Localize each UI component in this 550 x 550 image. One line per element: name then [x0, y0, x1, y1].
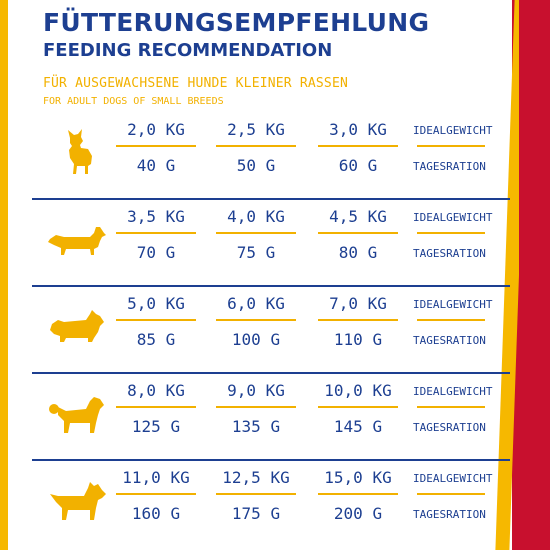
ration-value: 110 G: [333, 330, 383, 349]
title-english: FEEDING RECOMMENDATION: [43, 40, 333, 61]
poodle-icon: [49, 397, 104, 433]
cell-underline: [116, 406, 196, 408]
ideal-weight-label: IDEALGEWICHT: [413, 124, 493, 137]
ration-value: 60 G: [338, 156, 378, 175]
feeding-panel: [8, 0, 512, 550]
subtitle-english: FOR ADULT DOGS OF SMALL BREEDS: [43, 96, 224, 107]
feeding-row: 2,0 KG 40 G 2,5 KG 50 G 3,0 KG 60 G IDEA…: [20, 114, 510, 200]
ration-value: 80 G: [338, 243, 378, 262]
ideal-weight-label: IDEALGEWICHT: [413, 472, 493, 485]
cell-underline: [318, 493, 398, 495]
row-divider: [32, 372, 510, 374]
ideal-weight-label: IDEALGEWICHT: [413, 385, 493, 398]
cell-underline: [116, 145, 196, 147]
weight-value: 7,0 KG: [329, 294, 387, 313]
feeding-row: 11,0 KG 160 G 12,5 KG 175 G 15,0 KG 200 …: [20, 462, 510, 548]
cell-underline: [318, 319, 398, 321]
cell-underline: [216, 145, 296, 147]
daily-ration-label: TAGESRATION: [413, 160, 486, 173]
cell-underline: [216, 232, 296, 234]
label-underline: [417, 145, 485, 147]
daily-ration-label: TAGESRATION: [413, 421, 486, 434]
cell-underline: [318, 145, 398, 147]
ration-value: 85 G: [136, 330, 176, 349]
ration-value: 160 G: [131, 504, 181, 523]
weight-value: 4,5 KG: [329, 207, 387, 226]
weight-value: 4,0 KG: [227, 207, 285, 226]
ideal-weight-label: IDEALGEWICHT: [413, 298, 493, 311]
cell-underline: [318, 232, 398, 234]
label-underline: [417, 406, 485, 408]
subtitle-german: FÜR AUSGEWACHSENE HUNDE KLEINER RASSEN: [43, 76, 349, 91]
weight-value: 2,5 KG: [227, 120, 285, 139]
daily-ration-label: TAGESRATION: [413, 247, 486, 260]
weight-value: 2,0 KG: [127, 120, 185, 139]
ration-value: 200 G: [333, 504, 383, 523]
ration-value: 100 G: [231, 330, 281, 349]
weight-value: 3,5 KG: [127, 207, 185, 226]
feeding-row: 3,5 KG 70 G 4,0 KG 75 G 4,5 KG 80 G IDEA…: [20, 201, 510, 287]
row-divider: [32, 459, 510, 461]
ration-value: 40 G: [136, 156, 176, 175]
feeding-row: 5,0 KG 85 G 6,0 KG 100 G 7,0 KG 110 G ID…: [20, 288, 510, 374]
chihuahua-icon: [68, 129, 92, 174]
terrier-icon: [50, 482, 106, 520]
row-divider: [32, 198, 510, 200]
cell-underline: [216, 319, 296, 321]
scottish-terrier-icon: [50, 310, 104, 342]
cell-underline: [116, 319, 196, 321]
weight-value: 6,0 KG: [227, 294, 285, 313]
title-german: FÜTTERUNGSEMPFEHLUNG: [43, 8, 430, 37]
weight-value: 12,5 KG: [222, 468, 290, 487]
ration-value: 125 G: [131, 417, 181, 436]
ration-value: 70 G: [136, 243, 176, 262]
ration-value: 145 G: [333, 417, 383, 436]
label-underline: [417, 493, 485, 495]
label-underline: [417, 232, 485, 234]
daily-ration-label: TAGESRATION: [413, 508, 486, 521]
ration-value: 50 G: [236, 156, 276, 175]
cell-underline: [116, 232, 196, 234]
row-divider: [32, 285, 510, 287]
feeding-row: 8,0 KG 125 G 9,0 KG 135 G 10,0 KG 145 G …: [20, 375, 510, 461]
cell-underline: [318, 406, 398, 408]
right-red-band: [519, 0, 550, 550]
ration-value: 135 G: [231, 417, 281, 436]
weight-value: 3,0 KG: [329, 120, 387, 139]
ideal-weight-label: IDEALGEWICHT: [413, 211, 493, 224]
dachshund-icon: [48, 227, 106, 255]
ration-value: 175 G: [231, 504, 281, 523]
ration-value: 75 G: [236, 243, 276, 262]
weight-value: 15,0 KG: [324, 468, 392, 487]
daily-ration-label: TAGESRATION: [413, 334, 486, 347]
weight-value: 8,0 KG: [127, 381, 185, 400]
label-underline: [417, 319, 485, 321]
cell-underline: [216, 406, 296, 408]
cell-underline: [216, 493, 296, 495]
weight-value: 10,0 KG: [324, 381, 392, 400]
cell-underline: [116, 493, 196, 495]
weight-value: 9,0 KG: [227, 381, 285, 400]
weight-value: 11,0 KG: [122, 468, 190, 487]
weight-value: 5,0 KG: [127, 294, 185, 313]
